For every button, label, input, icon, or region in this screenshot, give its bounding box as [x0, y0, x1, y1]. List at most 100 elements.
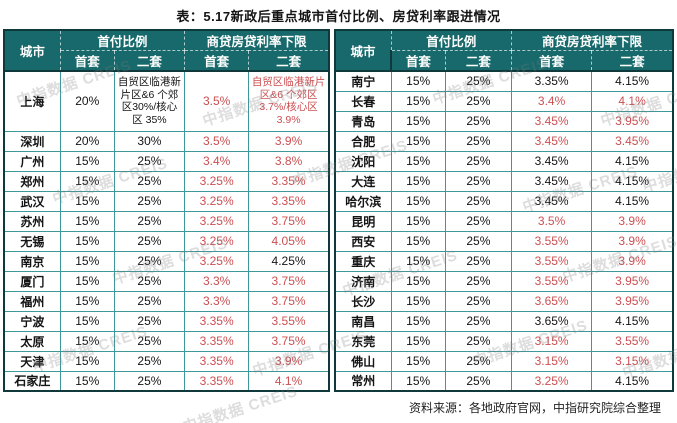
cell-dp-first: 15% — [59, 370, 115, 392]
table-row: 青岛 15% 25% 3.45% 3.95% — [4, 110, 674, 132]
cell-dp-second: 25% — [444, 150, 512, 172]
cell-rate-first: 3.65% — [510, 310, 593, 332]
cell-rate-first: 3.5% — [184, 130, 250, 152]
cell-rate-first: 3.45% — [510, 130, 593, 152]
cell-dp-second: 25% — [444, 290, 512, 312]
table-header: 城市 首付比例 商贷房贷利率下限 城市 首付比例 商贷房贷利率下限 首套 二套 … — [3, 29, 674, 72]
cell-dp-first: 15% — [390, 330, 446, 352]
table-row: 宁波 15% 25% 3.35% 3.55% 南昌 15% 25% 3.65% 4.15% — [3, 310, 674, 332]
cell-dp-second: 25% — [444, 70, 512, 92]
cell-dp-first: 15% — [59, 170, 115, 192]
cell-city: 长春 — [333, 90, 392, 112]
cell-rate-second: 3.75% — [248, 270, 330, 292]
cell-dp-first: 15% — [59, 250, 115, 272]
table-row: 深圳 20% 30% 3.5% 3.9% 合肥 15% 25% 3.45% 3.45% — [3, 130, 674, 152]
col-group-down-payment-left: 首付比例 — [59, 29, 186, 51]
cell-city: 合肥 — [333, 130, 392, 152]
cell-dp-first: 20% — [59, 130, 115, 152]
cell-dp-first: 15% — [59, 190, 115, 212]
cell-city: 深圳 — [3, 130, 61, 152]
col-header-second-home: 二套 — [444, 50, 512, 72]
cell-dp-second: 25% — [444, 250, 512, 272]
cell-rate-second: 3.45% — [591, 130, 674, 152]
cell-city: 天津 — [3, 350, 61, 372]
col-header-first-home: 首套 — [390, 50, 446, 72]
cell-dp-first: 15% — [59, 210, 115, 232]
cell-dp-first: 15% — [390, 110, 446, 132]
cell-rate-first: 3.25% — [184, 210, 250, 232]
cell-city: 西安 — [333, 230, 392, 252]
cell-dp-first: 15% — [390, 190, 446, 212]
cell-rate-first: 3.45% — [510, 110, 593, 132]
cell-rate-first: 3.25% — [184, 230, 250, 252]
cell-dp-second: 25% — [113, 270, 186, 292]
col-header-second-home: 二套 — [248, 50, 330, 72]
cell-dp-first: 15% — [59, 150, 115, 172]
cell-dp-second: 25% — [113, 350, 186, 372]
table-gap — [327, 71, 336, 391]
cell-rate-second: 3.75% — [248, 330, 330, 352]
cell-rate-second: 3.95% — [591, 270, 674, 292]
cell-dp-second: 25% — [444, 210, 512, 232]
cell-rate-first: 3.45% — [510, 150, 593, 172]
cell-dp-second: 25% — [113, 170, 186, 192]
col-header-second-home: 二套 — [113, 50, 186, 72]
cell-rate-second: 自贸区临港新片区&6 个郊区 3.7%/核心区 3.9% — [248, 70, 330, 132]
cell-dp-first: 15% — [390, 150, 446, 172]
cell-rate-second: 4.1% — [591, 90, 674, 112]
cell-rate-second: 3.55% — [248, 310, 330, 332]
cell-rate-first: 3.55% — [510, 270, 593, 292]
cell-dp-second: 25% — [113, 210, 186, 232]
cell-rate-first: 3.25% — [184, 190, 250, 212]
cell-rate-second: 4.1% — [248, 370, 330, 392]
cell-rate-second: 4.15% — [591, 310, 674, 332]
cell-dp-first: 15% — [390, 130, 446, 152]
cell-dp-second: 25% — [113, 310, 186, 332]
cell-dp-first: 15% — [59, 310, 115, 332]
cell-dp-first: 15% — [59, 230, 115, 252]
cell-city: 宁波 — [3, 310, 61, 332]
header-row-subcolumns: 首套 二套 首套 二套 首套 二套 首套 二套 — [4, 50, 674, 72]
cell-city: 广州 — [3, 150, 61, 172]
cell-city: 常州 — [333, 370, 392, 392]
cell-dp-second: 25% — [113, 150, 186, 172]
rates-table: 城市 首付比例 商贷房贷利率下限 城市 首付比例 商贷房贷利率下限 首套 二套 … — [3, 29, 674, 392]
table-row: 南京 15% 25% 3.25% 4.25% 重庆 15% 25% 3.55% 3.9% — [3, 250, 674, 272]
cell-dp-first: 15% — [390, 230, 446, 252]
cell-rate-first: 3.45% — [510, 190, 593, 212]
table-row: 上海 20% 自贸区临港新片区&6 个郊区30%/核心区 35% 3.5% 自贸区临港新… — [3, 70, 674, 391]
source-note: 资料来源：各地政府官网，中指研究院综合整理 — [408, 401, 661, 415]
table-row: 郑州 15% 25% 3.25% 3.35% 大连 15% 25% 3.45% 4.15% — [3, 170, 674, 192]
col-header-city-left: 城市 — [3, 29, 61, 72]
cell-rate-second: 4.05% — [248, 230, 330, 252]
cell-rate-first: 3.25% — [510, 370, 593, 392]
cell-dp-first: 15% — [390, 270, 446, 292]
cell-rate-first: 3.4% — [510, 90, 593, 112]
cell-dp-second: 25% — [444, 270, 512, 292]
cell-dp-second: 25% — [444, 370, 512, 392]
cell-rate-second: 3.55% — [591, 330, 674, 352]
cell-rate-second: 3.8% — [248, 150, 330, 172]
cell-rate-first: 3.35% — [184, 310, 250, 332]
cell-city: 南宁 — [333, 70, 392, 92]
cell-city: 佛山 — [333, 350, 392, 372]
cell-dp-first: 15% — [59, 330, 115, 352]
cell-dp-first: 15% — [390, 310, 446, 332]
cell-rate-second: 4.15% — [591, 370, 674, 392]
cell-dp-first: 15% — [59, 270, 115, 292]
col-group-rate-left: 商贷房贷利率下限 — [184, 29, 330, 51]
cell-city: 苏州 — [3, 210, 61, 232]
cell-rate-first: 3.15% — [510, 350, 593, 372]
cell-dp-second: 25% — [444, 230, 512, 252]
cell-city: 济南 — [333, 270, 392, 292]
cell-city: 青岛 — [333, 110, 392, 132]
cell-rate-first: 3.35% — [184, 330, 250, 352]
cell-rate-second: 4.15% — [591, 190, 674, 212]
cell-city: 大连 — [333, 170, 392, 192]
cell-rate-first: 3.35% — [184, 370, 250, 392]
cell-dp-first: 15% — [59, 350, 115, 372]
table-row: 天津 15% 25% 3.35% 3.9% 佛山 15% 25% 3.15% 3.15% — [3, 350, 674, 372]
cell-city: 福州 — [3, 290, 61, 312]
cell-dp-second: 25% — [113, 190, 186, 212]
